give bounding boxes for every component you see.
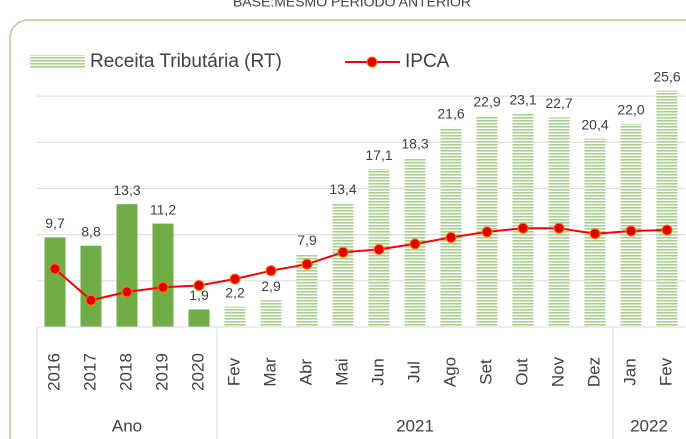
bar bbox=[80, 245, 102, 327]
bar bbox=[260, 300, 282, 327]
line-marker bbox=[157, 281, 169, 293]
group-label: 2022 bbox=[630, 416, 668, 435]
x-tick-label: Out bbox=[512, 358, 531, 386]
x-tick-label: Ago bbox=[440, 357, 459, 387]
line-marker bbox=[229, 273, 241, 285]
bar bbox=[656, 90, 678, 327]
x-tick-label: Fev bbox=[224, 357, 243, 386]
data-label: 13,4 bbox=[329, 181, 356, 197]
data-label: 17,1 bbox=[365, 147, 392, 163]
line-marker bbox=[589, 228, 601, 240]
x-tick-label: Jul bbox=[404, 361, 423, 383]
data-label: 7,9 bbox=[297, 232, 317, 248]
data-label: 20,4 bbox=[581, 116, 608, 132]
line-marker bbox=[193, 279, 205, 291]
legend-label: IPCA bbox=[405, 51, 450, 72]
data-label: 9,7 bbox=[45, 215, 65, 231]
bar bbox=[332, 203, 354, 327]
data-label: 22,7 bbox=[545, 95, 572, 111]
line-marker bbox=[121, 286, 133, 298]
bar bbox=[548, 117, 570, 327]
bar bbox=[188, 309, 210, 327]
x-tick-label: 2018 bbox=[116, 353, 135, 391]
line-marker bbox=[265, 265, 277, 277]
data-label: 13,3 bbox=[113, 182, 140, 198]
line-marker bbox=[661, 224, 673, 236]
x-tick-label: Abr bbox=[296, 358, 315, 385]
bar bbox=[512, 113, 534, 328]
line-marker bbox=[337, 246, 349, 258]
line-marker bbox=[409, 238, 421, 250]
line bbox=[54, 227, 668, 302]
bar bbox=[224, 306, 246, 327]
bar bbox=[620, 123, 642, 327]
x-tick-label: 2017 bbox=[80, 353, 99, 391]
x-tick-label: 2020 bbox=[188, 353, 207, 391]
legend: Receita Tributária (RT) IPCA bbox=[30, 51, 450, 72]
legend-swatch-marker bbox=[366, 56, 378, 68]
x-tick-label: Jan bbox=[620, 358, 639, 385]
data-label: 18,3 bbox=[401, 136, 428, 152]
line-marker bbox=[625, 225, 637, 237]
x-tick-label: 2019 bbox=[152, 353, 171, 391]
bar bbox=[296, 254, 318, 327]
x-tick-label: Mai bbox=[332, 358, 351, 385]
bar bbox=[116, 204, 138, 327]
line-marker bbox=[85, 294, 97, 306]
legend-swatch-bar bbox=[30, 55, 85, 69]
data-label: 21,6 bbox=[437, 105, 464, 121]
data-label: 2,9 bbox=[261, 278, 281, 294]
line-marker bbox=[553, 222, 565, 234]
group-label: Ano bbox=[112, 416, 142, 435]
line-marker bbox=[481, 226, 493, 238]
x-tick-label: Nov bbox=[548, 356, 567, 387]
data-label: 2,2 bbox=[225, 284, 245, 300]
line-marker bbox=[445, 231, 457, 243]
line-marker bbox=[373, 243, 385, 255]
data-label: 22,0 bbox=[617, 102, 644, 118]
data-label: 1,9 bbox=[189, 287, 209, 303]
bar bbox=[440, 127, 462, 327]
chart-border bbox=[9, 19, 686, 439]
line-marker bbox=[517, 222, 529, 234]
bar bbox=[44, 237, 66, 327]
data-label: 22,9 bbox=[473, 93, 500, 109]
data-label: 11,2 bbox=[150, 201, 176, 217]
data-label: 23,1 bbox=[509, 91, 536, 107]
data-label: 25,6 bbox=[653, 68, 680, 84]
legend-label: Receita Tributária (RT) bbox=[90, 51, 282, 72]
data-label: 8,8 bbox=[81, 223, 101, 239]
x-tick-label: Dez bbox=[584, 357, 603, 387]
bar bbox=[476, 115, 498, 327]
line-marker bbox=[301, 258, 313, 270]
x-tick-label: Fev bbox=[656, 357, 675, 386]
x-tick-label: Jun bbox=[368, 358, 387, 385]
group-label: 2021 bbox=[396, 416, 434, 435]
x-tick-label: Set bbox=[476, 359, 495, 385]
x-tick-label: Mar bbox=[260, 357, 279, 387]
line-marker bbox=[49, 263, 61, 275]
x-tick-label: 2016 bbox=[44, 353, 63, 391]
chart-title: BASE:MESMO PERÍODO ANTERIOR bbox=[233, 0, 471, 10]
bar bbox=[152, 223, 174, 327]
